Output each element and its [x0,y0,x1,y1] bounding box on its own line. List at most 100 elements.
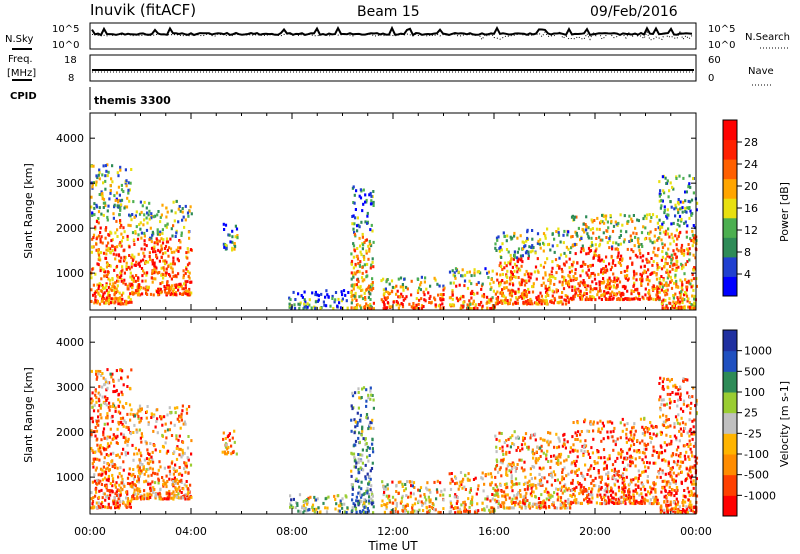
power-cell [666,213,669,217]
power-cell [118,204,121,208]
velocity-cell [151,467,154,471]
velocity-cell [562,484,566,488]
velocity-cell [165,451,168,455]
power-colorbar-swatch [723,198,737,219]
power-cell [353,306,356,310]
power-cell [428,297,431,300]
power-cell [555,290,558,294]
power-cell [687,279,690,283]
power-cell [611,229,615,233]
velocity-cell [607,477,610,480]
velocity-cell [609,486,613,490]
velocity-cell [538,466,541,470]
power-cell [547,278,551,282]
power-cell [146,221,149,225]
power-cell [326,293,329,297]
velocity-cell [116,466,119,470]
velocity-cell [156,472,159,476]
velocity-cell [101,385,104,389]
velocity-cell [155,494,158,498]
velocity-cell [610,493,613,497]
velocity-cell [494,475,497,479]
power-cell [662,230,665,234]
power-cell [222,242,225,246]
power-cell [648,232,651,236]
power-cell [172,287,175,291]
power-cell [391,285,394,289]
velocity-cell [631,426,634,430]
power-cell [606,286,609,290]
velocity-cell [142,467,145,471]
velocity-cell [365,489,368,493]
power-cell [524,301,527,305]
power-cell [588,276,591,279]
velocity-cell [637,449,641,452]
velocity-cell [357,467,360,471]
velocity-cell [105,447,108,451]
velocity-cell [106,416,109,420]
power-cell [418,298,421,302]
power-cell [585,225,588,229]
power-cell [166,281,169,285]
power-cell [669,242,672,246]
power-cell [627,219,630,223]
power-cell [102,292,105,296]
power-cell [121,268,124,272]
power-cell [636,255,639,259]
velocity-cell [551,494,554,498]
velocity-cell [649,436,652,439]
power-cell [577,226,580,230]
velocity-cell [365,388,368,392]
power-cell [143,200,146,204]
power-cell [108,278,112,282]
power-cell [567,300,570,304]
power-cell [550,299,553,303]
velocity-cell [475,492,478,496]
power-cell [102,287,105,291]
power-cell [592,231,595,235]
velocity-cell [485,505,489,509]
velocity-cell [535,457,538,461]
velocity-cell [95,420,98,423]
velocity-cell [107,479,110,483]
power-cell [529,250,533,254]
power-cell [581,281,584,285]
power-cell [597,258,600,262]
power-cell [677,305,680,309]
velocity-cell [156,431,159,435]
power-cell [510,273,513,277]
power-cell [109,191,112,195]
power-cell [158,233,161,236]
power-cell [606,241,609,245]
velocity-cell [520,506,523,510]
power-cell [120,198,124,202]
nsearch-trace [91,30,693,41]
velocity-cell [369,386,372,390]
velocity-cell [103,436,106,440]
power-cell [356,216,359,220]
power-cell [517,290,520,294]
power-cell [131,290,134,294]
power-cell [650,216,653,219]
velocity-cell [613,474,616,477]
velocity-cell [610,488,613,492]
power-cell [459,297,462,301]
power-cell [123,248,126,252]
power-cell [171,267,174,271]
power-cell [234,235,237,239]
power-cell [297,292,300,296]
velocity-cell [437,510,440,514]
power-cell [95,242,98,246]
power-cell [563,229,566,233]
power-cell [516,301,519,305]
velocity-cell [186,446,190,450]
power-cell [589,264,592,267]
velocity-cell [170,461,173,465]
velocity-cell [395,484,398,488]
power-cell [587,234,590,238]
velocity-cell [126,385,129,388]
velocity-cell [590,500,593,504]
power-cell [583,230,586,234]
power-cell [138,212,142,216]
